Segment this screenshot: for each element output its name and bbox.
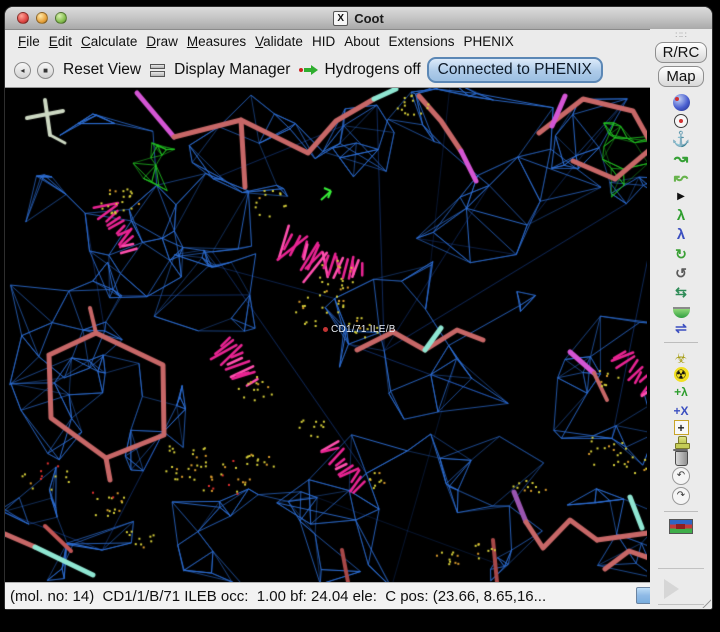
menu-item-hid[interactable]: HID <box>311 33 336 49</box>
menu-item-draw[interactable]: Draw <box>146 33 178 49</box>
side-toolbar: ⚓ ↝ ↜ ▶ λ λ ↻ ↺ ⇆ ⇌ ☣ ☢ +λ +X + ↶ ↷ <box>664 93 698 536</box>
statusbar: (mol. no: 14) CD1/1/B/71 ILEB occ: 1.00 … <box>5 582 653 609</box>
hydrogens-arrow-icon <box>299 65 319 75</box>
separator <box>658 568 704 569</box>
real-space-refine-icon[interactable]: ↝ <box>673 149 689 168</box>
regularize-zone-icon[interactable]: ↜ <box>673 168 689 187</box>
edit-chi-angles-icon[interactable]: ↻ <box>675 245 687 262</box>
auto-fit-rotamer-icon[interactable]: λ <box>676 207 686 224</box>
refine-sphere-icon[interactable] <box>672 94 690 111</box>
display-manager-icon <box>150 63 166 77</box>
connected-to-phenix-button[interactable]: Connected to PHENIX <box>426 57 603 83</box>
menu-item-measures[interactable]: Measures <box>186 33 247 49</box>
rrc-button[interactable]: R/RC <box>654 42 708 63</box>
window-controls <box>17 12 67 24</box>
menu-item-file[interactable]: File <box>18 33 40 49</box>
place-atom-icon[interactable]: + <box>673 420 689 435</box>
toolbar-back-icon[interactable]: ◂ <box>14 61 31 79</box>
recentre-view-icon[interactable] <box>674 114 688 128</box>
toolbar: ◂ ■ Reset View Display Manager Hydrogens… <box>5 53 650 88</box>
close-button[interactable] <box>17 12 29 24</box>
x11-app-icon: X <box>333 10 349 26</box>
flag-icon[interactable] <box>669 519 693 534</box>
display-manager-button[interactable]: Display Manager <box>174 61 291 78</box>
delete-item-icon[interactable] <box>672 449 688 466</box>
separator <box>664 511 698 512</box>
pepflip-icon[interactable]: ⇌ <box>675 319 687 336</box>
reset-view-button[interactable]: Reset View <box>63 61 142 78</box>
menubar: File Edit Calculate Draw Measures Valida… <box>5 29 650 53</box>
window-title: Coot <box>354 10 384 26</box>
menu-item-validate[interactable]: Validate <box>255 33 303 49</box>
resize-grip[interactable] <box>696 593 711 608</box>
menu-item-calculate[interactable]: Calculate <box>81 33 138 49</box>
play-icon[interactable] <box>662 578 679 600</box>
menu-item-extensions[interactable]: Extensions <box>388 33 455 49</box>
status-text: (mol. no: 14) CD1/1/B/71 ILEB occ: 1.00 … <box>10 587 547 605</box>
toolbar-grip-icon[interactable]: ∷∷ <box>675 30 687 40</box>
menu-item-edit[interactable]: Edit <box>48 33 73 49</box>
flip-fragment-icon[interactable]: ⇆ <box>675 283 687 300</box>
coot-window: X Coot File Edit Calculate Draw M <box>5 7 712 609</box>
title-area: X Coot <box>5 7 712 29</box>
rotamers-icon[interactable]: λ <box>676 226 686 243</box>
3d-viewport: CD1/71 ILE/B <box>5 88 650 582</box>
minimize-button[interactable] <box>36 12 48 24</box>
map-button[interactable]: Map <box>658 66 704 87</box>
toolbar-record-icon[interactable]: ■ <box>37 61 54 79</box>
biohazard-icon[interactable]: ☣ <box>674 349 688 366</box>
undo-icon[interactable]: ↶ <box>672 467 690 485</box>
molecular-canvas[interactable] <box>5 88 647 582</box>
titlebar[interactable]: X Coot <box>5 7 712 30</box>
maximize-button[interactable] <box>55 12 67 24</box>
menu-item-about[interactable]: About <box>344 33 380 49</box>
side-toolbar-column: ∷∷ R/RC Map ⚓ ↝ ↜ ▶ λ λ ↻ ↺ ⇆ ⇌ ☣ ☢ +λ +X + ↶ ↷ <box>650 29 712 609</box>
menu-item-phenix[interactable]: PHENIX <box>463 33 514 49</box>
run-refmac-icon[interactable]: ☢ <box>673 367 689 382</box>
add-terminal-residue-icon[interactable]: +λ <box>674 384 688 399</box>
redo-icon[interactable]: ↷ <box>672 487 690 505</box>
hydrogens-toggle-button[interactable]: Hydrogens off <box>324 61 421 78</box>
torsion-general-icon[interactable]: ↺ <box>675 264 687 281</box>
side-chain-180-icon[interactable] <box>672 307 690 318</box>
separator <box>658 604 704 605</box>
add-alt-conf-icon[interactable]: +X <box>673 403 689 418</box>
separator <box>664 342 698 343</box>
stamp-icon[interactable] <box>674 435 690 449</box>
rigid-body-fit-icon[interactable]: ▶ <box>677 190 685 202</box>
anchor-icon[interactable]: ⚓ <box>671 131 691 148</box>
